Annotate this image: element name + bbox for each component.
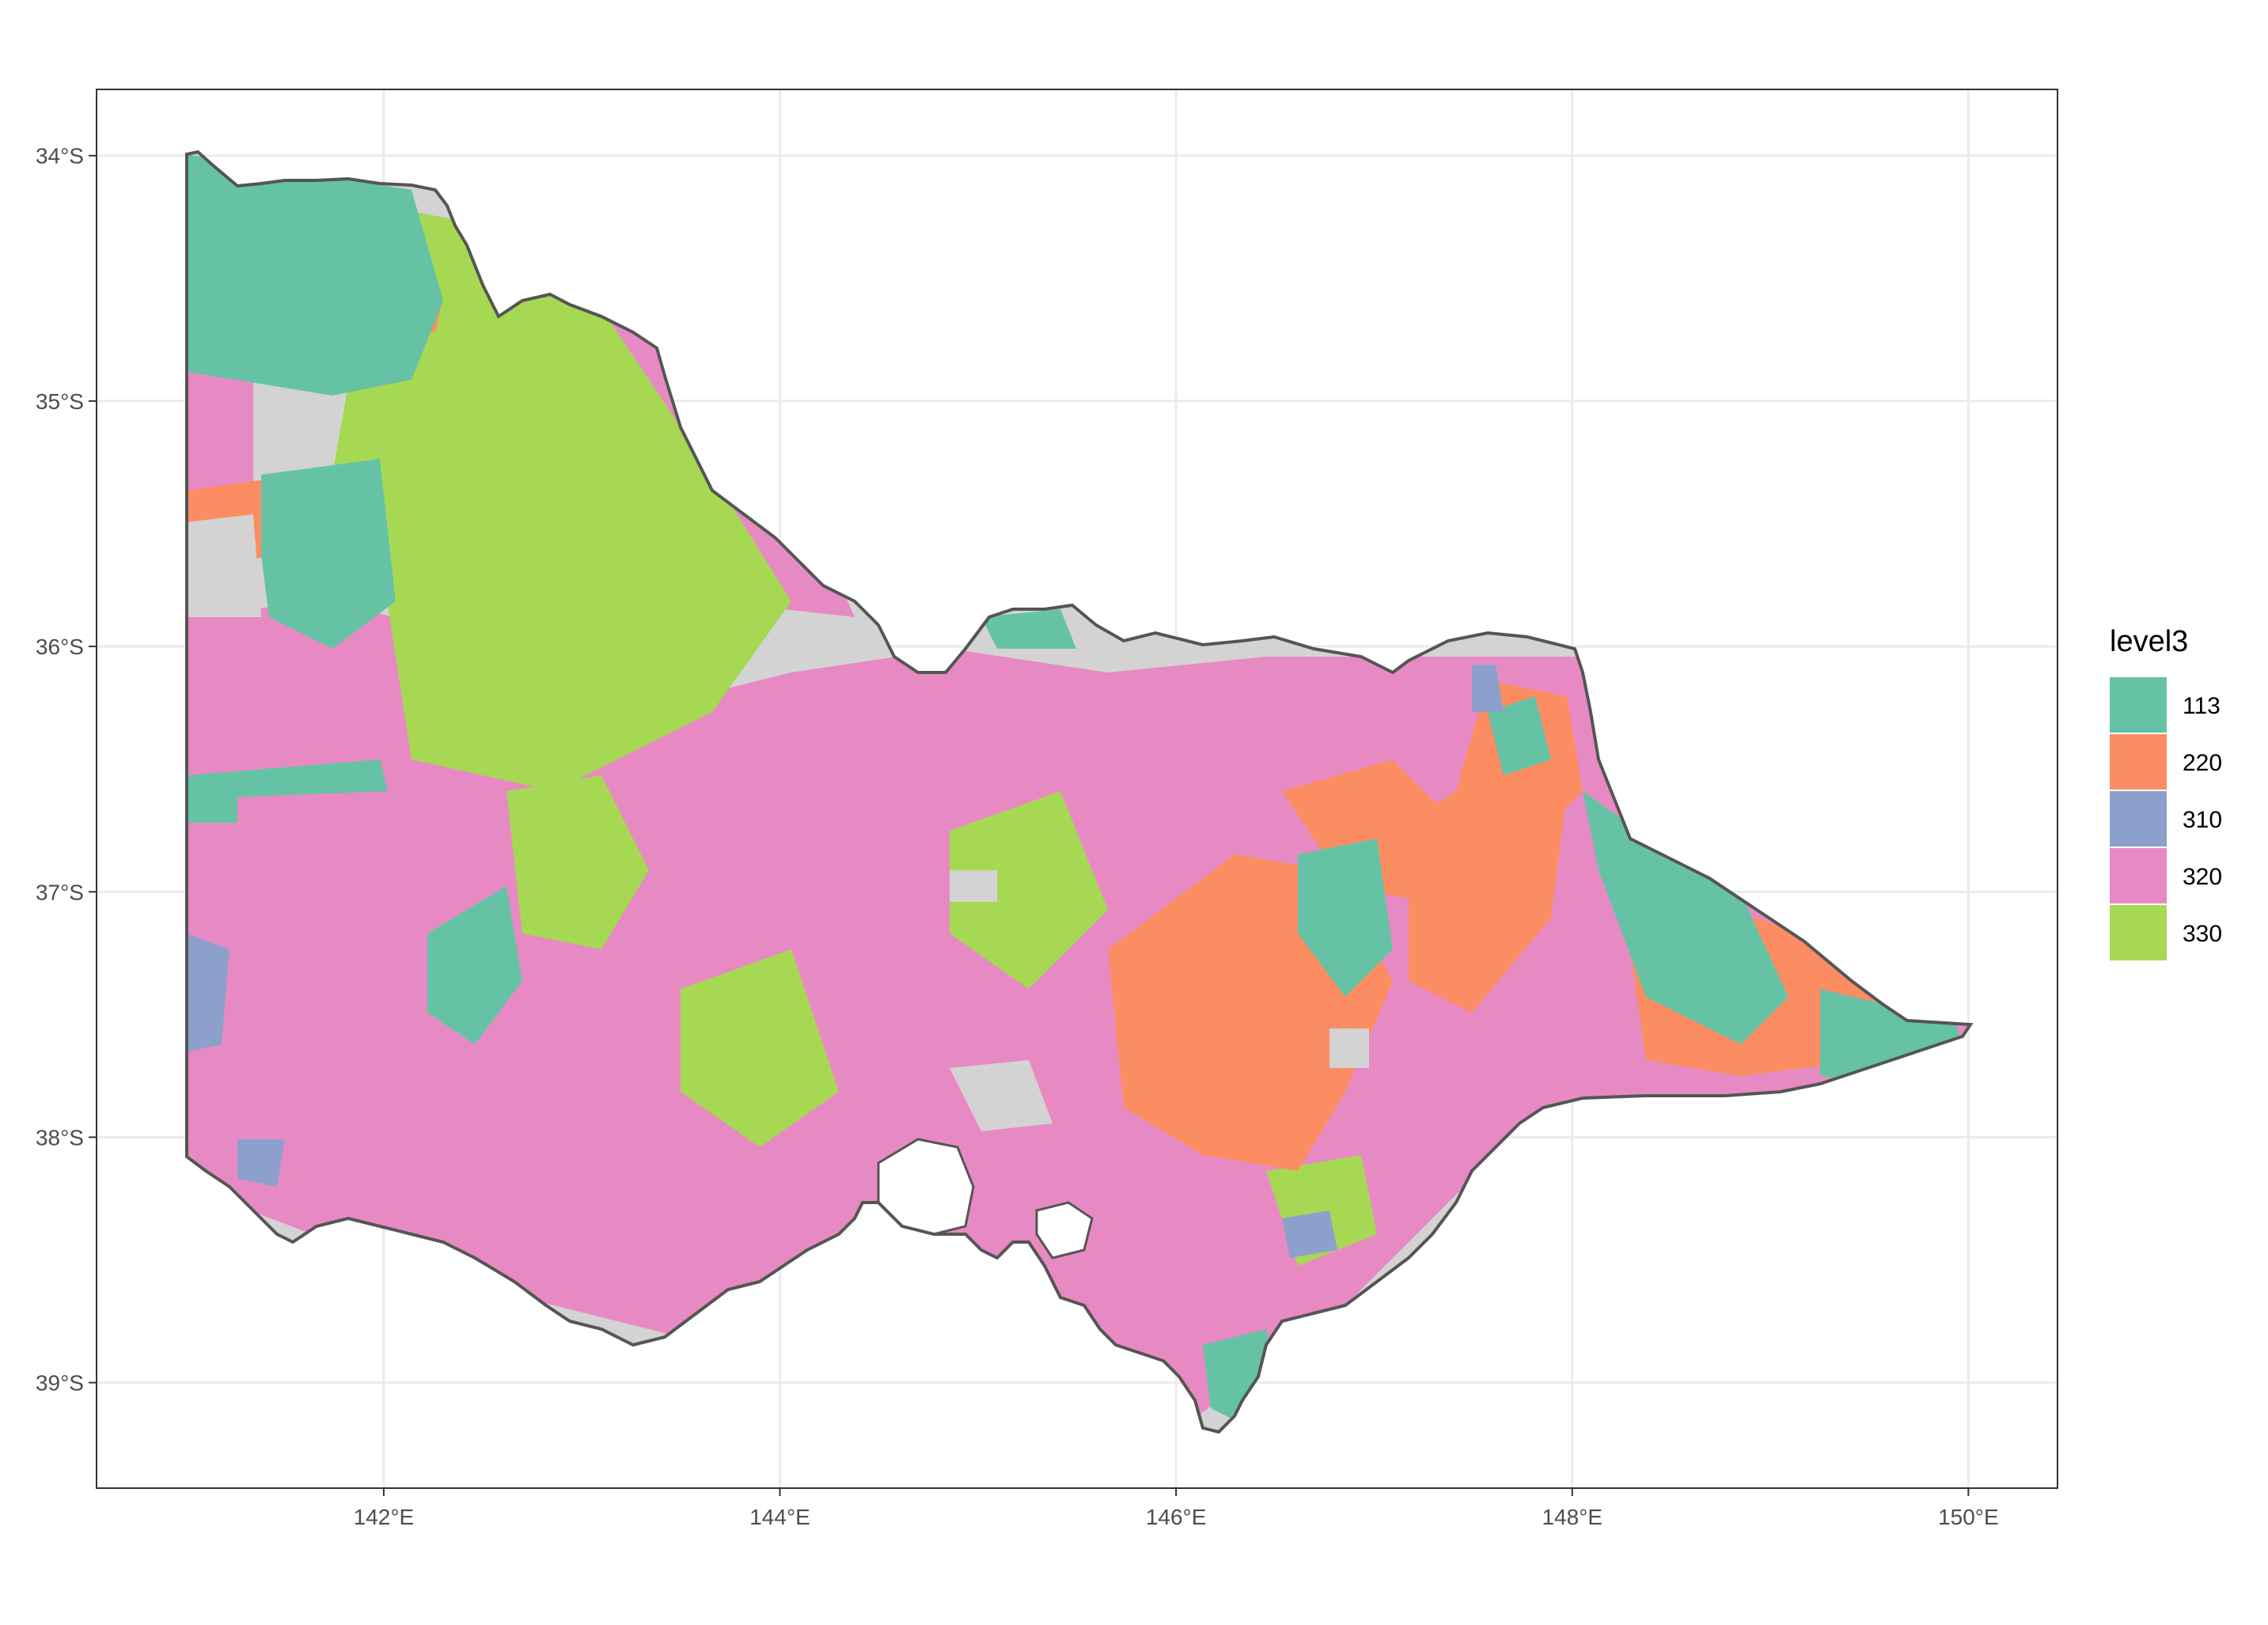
legend-title: level3	[2110, 625, 2188, 658]
legend-label-310: 310	[2183, 807, 2222, 833]
y-tick-label: 34°S	[36, 144, 84, 169]
legend-key-113	[2110, 677, 2167, 733]
landcover-310-region	[187, 665, 1504, 1258]
panel-border	[96, 89, 2058, 1489]
y-tick-label: 38°S	[36, 1125, 84, 1150]
y-tick-label: 35°S	[36, 389, 84, 414]
y-tick-label: 36°S	[36, 634, 84, 659]
legend-label-330: 330	[2183, 921, 2222, 947]
y-axis: 34°S 35°S 36°S 37°S 38°S 39°S	[36, 144, 97, 1396]
legend-key-220	[2110, 734, 2167, 790]
legend-label-113: 113	[2183, 693, 2221, 719]
x-tick-label: 142°E	[354, 1505, 415, 1529]
landcover-grey-patches	[187, 514, 1369, 1131]
x-axis: 142°E 144°E 146°E 148°E 150°E	[354, 1488, 1999, 1529]
legend: level3 113 220 310 320 330	[2110, 625, 2222, 960]
x-tick-label: 150°E	[1938, 1505, 1999, 1529]
legend-label-220: 220	[2183, 750, 2222, 776]
landcover-113-region	[187, 154, 1963, 1424]
y-tick-label: 39°S	[36, 1371, 84, 1396]
legend-key-320	[2110, 848, 2167, 903]
x-tick-label: 146°E	[1146, 1505, 1207, 1529]
x-tick-label: 144°E	[749, 1505, 810, 1529]
legend-key-330	[2110, 905, 2167, 960]
x-tick-label: 148°E	[1542, 1505, 1602, 1529]
state-outline	[185, 150, 1974, 1434]
western-port-bay	[1035, 1201, 1094, 1259]
y-tick-label: 37°S	[36, 880, 84, 904]
legend-label-320: 320	[2183, 864, 2222, 890]
legend-key-310	[2110, 791, 2167, 847]
legend-items: 113 220 310 320 330	[2110, 677, 2222, 960]
